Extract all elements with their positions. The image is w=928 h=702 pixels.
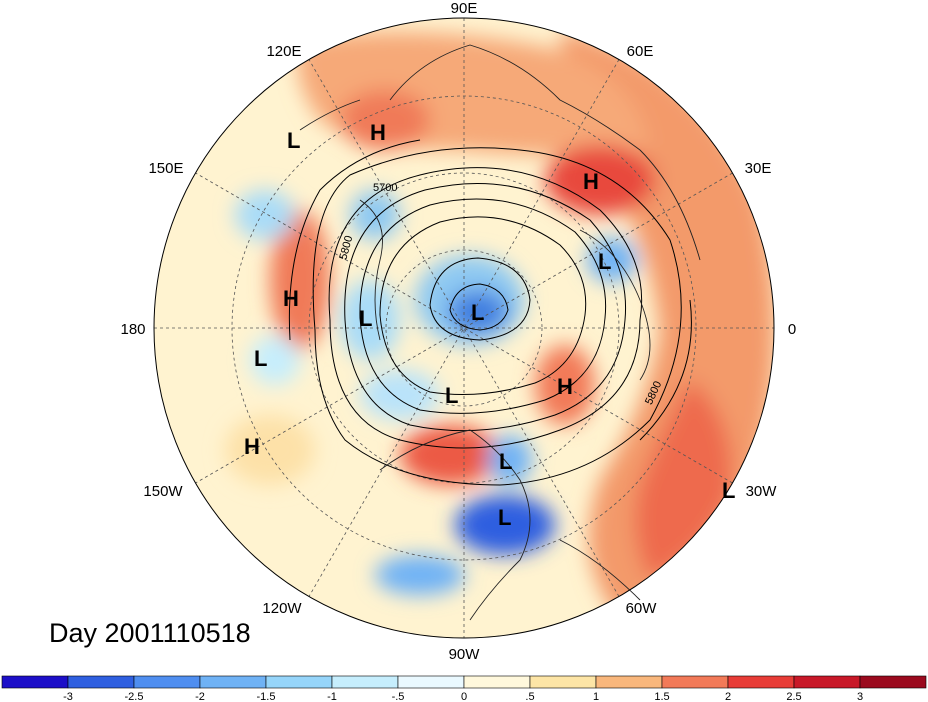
colorbar-tick-label: -1.5 xyxy=(257,691,276,702)
pressure-center-h-3: H xyxy=(283,286,299,311)
contour-label-1: 5700 xyxy=(373,182,397,194)
colorbar-swatch xyxy=(331,675,399,689)
colorbar-tick-label: 1.5 xyxy=(654,691,669,702)
height-contours xyxy=(288,139,692,486)
colorbar-swatch xyxy=(595,675,663,689)
lon-label-60e: 60E xyxy=(627,43,654,60)
colorbar-tick-label: 3 xyxy=(857,691,863,702)
lon-label-150e: 150E xyxy=(148,160,183,177)
colorbar-tick-label: .5 xyxy=(525,691,534,702)
pressure-center-l-9: L xyxy=(722,478,735,503)
lon-label-90w: 90W xyxy=(449,646,481,663)
pressure-center-l-7: L xyxy=(499,449,512,474)
pressure-center-h-1: H xyxy=(370,120,386,145)
lon-label-180: 180 xyxy=(120,321,145,338)
lon-label-30w: 30W xyxy=(746,483,778,500)
colorbar-swatch xyxy=(67,675,135,689)
colorbar-tick-label: -3 xyxy=(63,691,73,702)
colorbar-swatch xyxy=(133,675,201,689)
pressure-center-l-8: L xyxy=(498,505,511,530)
colorbar-tick-label: 2.5 xyxy=(786,691,801,702)
pressure-center-l-6: L xyxy=(445,383,458,408)
colorbar-tick-label: 2 xyxy=(725,691,731,702)
colorbar-swatch xyxy=(199,675,267,689)
pressure-center-l-3: L xyxy=(359,306,372,331)
pressure-center-l-2: L xyxy=(598,249,611,274)
pressure-center-l-5: L xyxy=(254,346,267,371)
lon-label-60w: 60W xyxy=(626,600,658,617)
colorbar-swatch xyxy=(793,675,861,689)
map-boundary xyxy=(153,17,775,639)
colorbar-tick-label: -1 xyxy=(327,691,337,702)
colorbar-tick-label: -2 xyxy=(195,691,205,702)
colorbar-swatch xyxy=(1,675,69,689)
pressure-center-h-2: H xyxy=(583,169,599,194)
colorbar-swatch xyxy=(727,675,795,689)
lon-label-0: 0 xyxy=(788,321,796,338)
pressure-center-h-5: H xyxy=(244,434,260,459)
lon-label-30e: 30E xyxy=(745,160,772,177)
coastlines xyxy=(299,44,701,621)
lon-label-90e: 90E xyxy=(451,0,478,17)
colorbar-tick-label: -2.5 xyxy=(125,691,144,702)
colorbar-tick-label: 0 xyxy=(461,691,467,702)
pressure-center-l-1: L xyxy=(287,128,300,153)
lon-label-150w: 150W xyxy=(143,483,183,500)
lon-label-120e: 120E xyxy=(266,43,301,60)
colorbar-swatch xyxy=(265,675,333,689)
colorbar-swatch xyxy=(397,675,465,689)
graticule xyxy=(154,18,774,638)
pressure-center-l-4: L xyxy=(471,300,484,325)
colorbar-swatch xyxy=(859,675,927,689)
colorbar-swatch xyxy=(529,675,597,689)
colorbar-tick-label: -.5 xyxy=(392,691,405,702)
map-title: Day 2001110518 xyxy=(49,618,251,648)
pressure-center-h-4: H xyxy=(557,374,573,399)
colorbar-swatch xyxy=(661,675,729,689)
colorbar-tick-label: 1 xyxy=(593,691,599,702)
colorbar: -3 -2.5 -2 -1.5 -1 -.5 0 .5 1 1.5 2 2.5 3 xyxy=(1,675,927,702)
colorbar-swatch xyxy=(463,675,531,689)
lon-label-120w: 120W xyxy=(262,600,302,617)
